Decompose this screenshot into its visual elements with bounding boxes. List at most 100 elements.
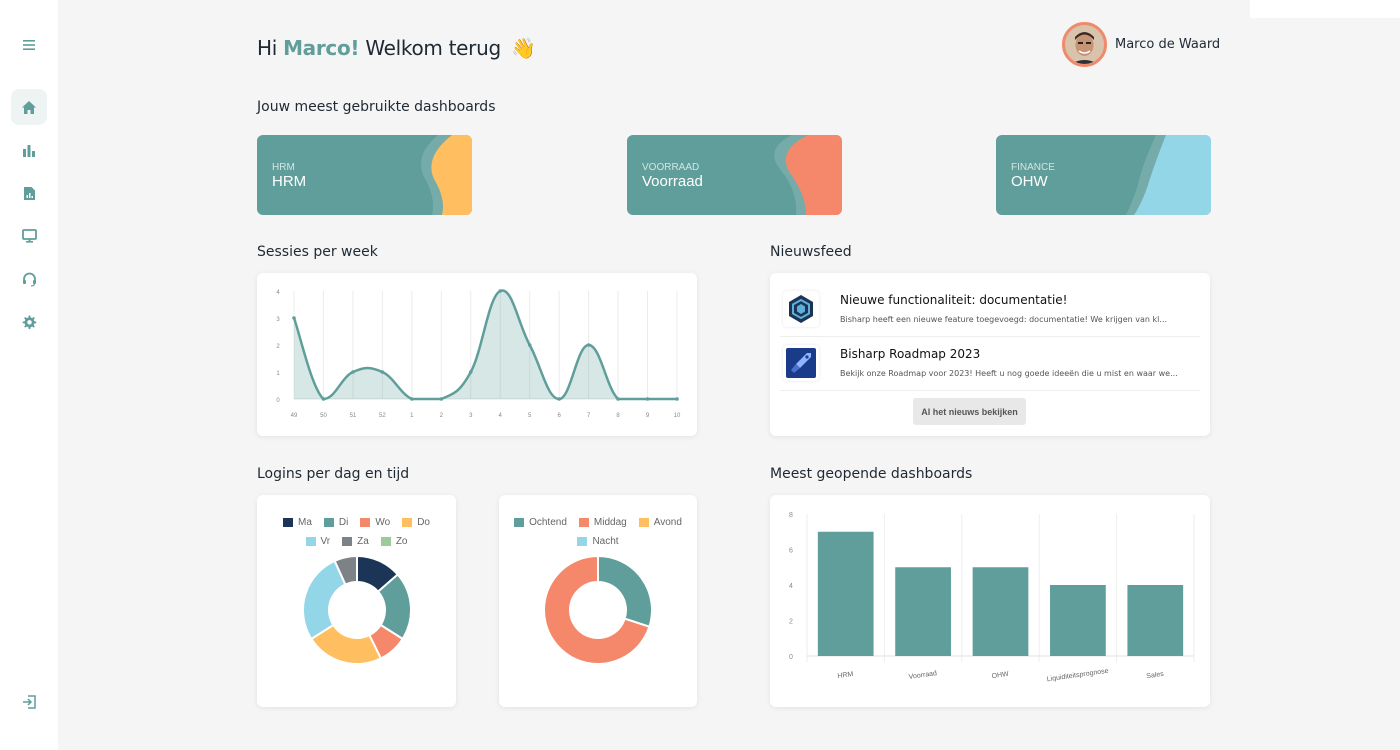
legend-item[interactable]: Ochtend: [514, 517, 567, 528]
y-tick-label: 0: [789, 654, 793, 661]
bar-voorraad[interactable]: [895, 567, 951, 656]
legend-item[interactable]: Zo: [380, 536, 408, 547]
legend-swatch: [283, 518, 293, 527]
sessions-point[interactable]: [557, 397, 561, 401]
y-tick-label: 2: [789, 619, 793, 626]
legend-label: Za: [357, 536, 369, 547]
sessions-area-chart: 0 1 2 3 4 49 50 51 52 1 2 3 4 5 6 7 8 9 10: [276, 289, 681, 419]
menu-button[interactable]: [11, 27, 47, 63]
sessions-point[interactable]: [527, 343, 532, 347]
wave-emoji: 👋: [510, 36, 536, 60]
greeting: Hi Marco! Welkom terug 👋: [257, 36, 536, 60]
dashboard-name: Voorraad: [642, 173, 703, 190]
all-news-button[interactable]: Al het nieuws bekijken: [913, 398, 1026, 425]
sessions-point[interactable]: [616, 397, 620, 401]
news-item-text: Bekijk onze Roadmap voor 2023! Heeft u n…: [840, 369, 1178, 378]
x-tick-label: 7: [587, 413, 591, 419]
bar-ohw[interactable]: [972, 567, 1029, 656]
legend-label: Zo: [395, 536, 408, 547]
x-tick-label: 50: [320, 413, 327, 419]
sessions-point[interactable]: [468, 370, 473, 374]
sidebar-item-support[interactable]: [11, 261, 47, 297]
x-tick-label: 4: [499, 413, 503, 419]
legend-swatch: [380, 537, 391, 546]
legend-swatch: [578, 518, 589, 527]
donut-slice-ma[interactable]: [356, 554, 400, 594]
sidebar-item-home[interactable]: [11, 89, 47, 125]
news-panel: Nieuwe functionaliteit: documentatie! Bi…: [770, 273, 1210, 436]
legend-item[interactable]: Do: [402, 517, 430, 528]
legend-item[interactable]: Ma: [283, 517, 312, 528]
avatar[interactable]: [1062, 22, 1107, 67]
sidebar-item-settings[interactable]: [11, 304, 47, 340]
dashboard-card-ohw[interactable]: FINANCE OHW: [996, 135, 1211, 215]
sessions-point[interactable]: [321, 397, 326, 401]
x-tick-label: 3: [469, 413, 473, 419]
y-tick-label: 4: [789, 583, 793, 590]
user-menu[interactable]: Marco de Waard: [1062, 22, 1220, 67]
sessions-chart-panel: 0 1 2 3 4 49 50 51 52 1 2 3 4 5 6 7 8 9 10: [257, 273, 697, 436]
donut-slice-ochtend[interactable]: [597, 554, 653, 628]
legend-item[interactable]: Nacht: [577, 536, 619, 547]
y-tick-label: 1: [276, 371, 280, 377]
y-tick-label: 3: [276, 317, 280, 323]
x-tick-label: Sales: [1146, 671, 1165, 680]
sessions-point[interactable]: [439, 397, 444, 401]
donut-slice-za[interactable]: [333, 554, 358, 586]
logout-icon: [22, 695, 36, 709]
legend-swatch: [342, 537, 353, 546]
legend-label: Do: [417, 517, 430, 528]
legend-item[interactable]: Di: [323, 517, 349, 528]
x-tick-label: 9: [646, 413, 650, 419]
sessions-point[interactable]: [645, 397, 650, 401]
legend-item[interactable]: Middag: [578, 517, 627, 528]
report-icon: [23, 186, 35, 200]
legend-item[interactable]: Za: [342, 536, 369, 547]
legend-item[interactable]: Vr: [305, 536, 330, 547]
donut-slice-do[interactable]: [309, 623, 383, 665]
legend-label: Middag: [593, 517, 627, 528]
logins-time-legend: Ochtend Middag Avond Nacht: [507, 517, 689, 555]
y-tick-label: 8: [789, 512, 793, 519]
sessions-point[interactable]: [410, 397, 414, 401]
logins-day-legend: Ma Di Wo Do Vr Za Zo: [265, 517, 448, 555]
x-tick-label: Liquiditeitsprognose: [1046, 668, 1109, 684]
legend-label: Nacht: [592, 536, 619, 547]
news-item-title: Bisharp Roadmap 2023: [840, 347, 981, 361]
legend-label: Di: [338, 517, 349, 528]
news-item-text: Bisharp heeft een nieuwe feature toegevo…: [840, 315, 1168, 324]
sessions-point[interactable]: [498, 289, 503, 293]
legend-swatch: [514, 518, 525, 527]
sidebar-item-analytics[interactable]: [11, 132, 47, 168]
sidebar-item-monitor[interactable]: [11, 218, 47, 254]
user-name[interactable]: Marco de Waard: [1115, 37, 1221, 52]
sessions-point[interactable]: [675, 397, 679, 401]
sessions-point[interactable]: [351, 370, 355, 374]
sessions-point[interactable]: [292, 316, 296, 320]
most-opened-title: Meest geopende dashboards: [770, 466, 973, 482]
sessions-point[interactable]: [586, 343, 591, 347]
dashboard-card-hrm[interactable]: HRM HRM: [257, 135, 472, 215]
bar-liquiditeitsprognose[interactable]: [1050, 585, 1106, 656]
legend-item[interactable]: Avond: [638, 517, 682, 528]
legend-swatch: [360, 518, 371, 527]
donut-slice-wo[interactable]: [368, 623, 405, 660]
donut-slice-middag[interactable]: [543, 554, 651, 665]
sessions-title: Sessies per week: [257, 244, 378, 260]
most-opened-panel: 0 2 4 6 8 HRM Voorraad OHW Liquiditeitsprognose S…: [770, 495, 1210, 707]
bar-sales[interactable]: [1127, 585, 1184, 656]
greeting-suffix: Welkom terug: [365, 36, 501, 60]
legend-item[interactable]: Wo: [360, 517, 390, 528]
donut-slice-di[interactable]: [376, 573, 412, 641]
legend-swatch: [638, 518, 649, 527]
sessions-point[interactable]: [380, 370, 385, 374]
bar-hrm[interactable]: [817, 531, 874, 656]
greeting-name: Marco!: [283, 36, 360, 60]
sidebar-item-reports[interactable]: [11, 175, 47, 211]
news-item[interactable]: Nieuwe functionaliteit: documentatie! Bi…: [780, 283, 1200, 337]
dashboard-card-voorraad[interactable]: VOORRAAD Voorraad: [627, 135, 842, 215]
donut-slice-vr[interactable]: [302, 559, 347, 641]
news-item[interactable]: Bisharp Roadmap 2023 Bekijk onze Roadmap…: [780, 337, 1200, 391]
logout-button[interactable]: [11, 684, 47, 720]
most-opened-bar-chart: 0 2 4 6 8 HRM Voorraad OHW Liquiditeitsprognose S…: [789, 512, 1195, 684]
